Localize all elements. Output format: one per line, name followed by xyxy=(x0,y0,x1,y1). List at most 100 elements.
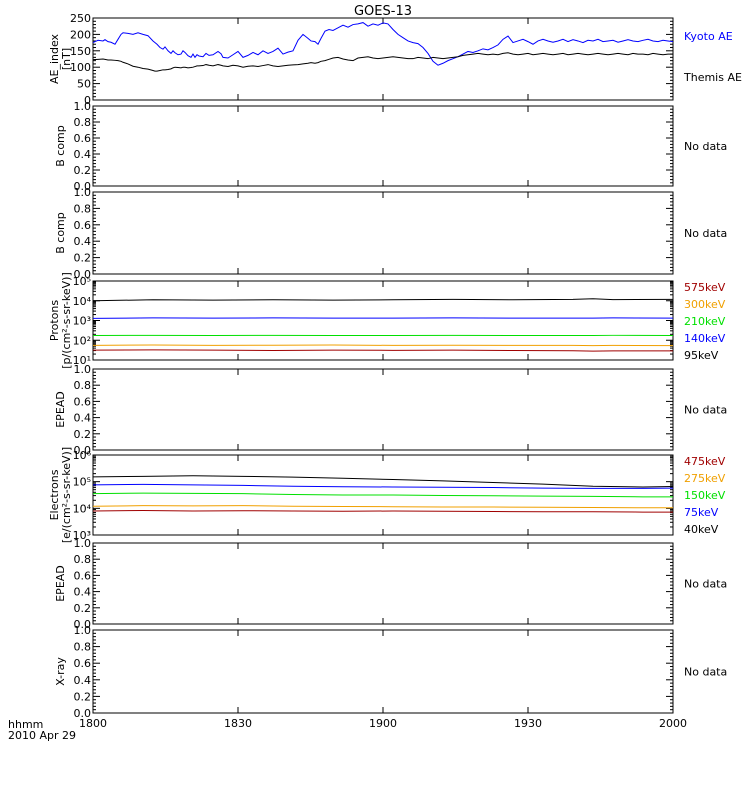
panel-ae: 0 50 100 150 200 250 AE_index[nT] Kyoto AE Themi… xyxy=(48,12,742,107)
electrons-ylabel-line: [e/(cm²-s-sr-keV)] xyxy=(60,447,73,543)
protons-legend-95kev: 95keV xyxy=(684,349,719,362)
ae-frame xyxy=(92,17,674,101)
epead1-no-data-note: No data xyxy=(684,404,727,417)
protons-ytick-label: 10¹ xyxy=(73,354,91,367)
panel-epead2: 0.0 0.2 0.4 0.6 0.8 1.0 EPEAD No data xyxy=(54,537,727,631)
epead2-frame xyxy=(92,542,674,625)
panel-bcomp2: 0.0 0.2 0.4 0.6 0.8 1.0 B comp No data xyxy=(54,186,727,281)
electrons-legend-475kev: 475keV xyxy=(684,455,726,468)
bcomp2-ytick-label: 0.4 xyxy=(74,235,92,248)
electrons-ytick-label: 10⁶ xyxy=(73,449,92,462)
epead2-ylabel-line: EPEAD xyxy=(54,565,67,602)
ae-ytick-label: 250 xyxy=(70,12,91,25)
xray-no-data-note: No data xyxy=(684,666,727,679)
legend-kyoto-ae: Kyoto AE xyxy=(684,30,733,43)
electrons-series-475kev xyxy=(92,509,673,513)
protons-series-300kev xyxy=(92,344,674,347)
panel-epead1: 0.0 0.2 0.4 0.6 0.8 1.0 EPEAD No data xyxy=(54,363,727,457)
protons-series-95kev xyxy=(92,298,674,302)
protons-ylabel: Protons[p/(cm²-s-sr-keV)] xyxy=(48,272,73,369)
electrons-series-40kev xyxy=(92,475,674,488)
panel-bcomp1: 0.0 0.2 0.4 0.6 0.8 1.0 B comp No data xyxy=(54,100,727,193)
epead2-ylabel: EPEAD xyxy=(54,565,67,602)
xray-ylabel: X-ray xyxy=(54,657,67,686)
epead2-ytick-label: 0.0 xyxy=(74,618,92,631)
ae-ytick-label: 150 xyxy=(70,45,91,58)
time-tick-label: 2000 xyxy=(659,717,687,730)
bcomp2-no-data-note: No data xyxy=(684,227,727,240)
epead2-ytick-label: 0.8 xyxy=(74,553,92,566)
protons-legend-210kev: 210keV xyxy=(684,315,726,328)
electrons-series-275kev xyxy=(92,505,673,509)
epead1-ylabel: EPEAD xyxy=(54,391,67,428)
xray-ylabel-line: X-ray xyxy=(54,657,67,686)
xray-ytick-label: 0.0 xyxy=(74,707,92,720)
protons-legend-140kev: 140keV xyxy=(684,332,726,345)
ae-ytick-label: 50 xyxy=(77,78,91,91)
bcomp1-ytick-label: 0.6 xyxy=(74,132,92,145)
panel-xray: 0.0 0.2 0.4 0.6 0.8 1.0 X-ray No data xyxy=(54,624,727,720)
bcomp2-ytick-label: 0.2 xyxy=(74,252,92,265)
date-label: 2010 Apr 29 xyxy=(8,729,76,742)
panels-group: 0 50 100 150 200 250 AE_index[nT] Kyoto AE Themi… xyxy=(48,12,742,720)
bcomp2-ytick-label: 0.0 xyxy=(74,268,92,281)
xray-ytick-label: 0.6 xyxy=(74,657,92,670)
xray-ytick-label: 0.4 xyxy=(74,674,92,687)
ae-ylabel-line: [nT] xyxy=(60,48,73,70)
protons-ylabel-line: Protons xyxy=(48,300,61,341)
bcomp2-ylabel: B comp xyxy=(54,212,67,254)
time-tick-label: 1800 xyxy=(79,717,107,730)
electrons-ytick-label: 10⁴ xyxy=(73,502,92,515)
epead1-ytick-label: 0.0 xyxy=(74,444,92,457)
epead1-frame xyxy=(92,368,674,451)
electrons-legend-150kev: 150keV xyxy=(684,489,726,502)
epead2-no-data-note: No data xyxy=(684,578,727,591)
xray-frame xyxy=(92,629,674,714)
bcomp1-ytick-label: 0.8 xyxy=(74,116,92,129)
epead1-ytick-label: 1.0 xyxy=(74,363,92,376)
epead1-ytick-label: 0.6 xyxy=(74,395,92,408)
epead2-ytick-label: 0.2 xyxy=(74,602,92,615)
ae-ylabel: AE_index[nT] xyxy=(48,33,73,84)
bcomp2-ylabel-line: B comp xyxy=(54,212,67,254)
protons-legend-300kev: 300keV xyxy=(684,298,726,311)
ae-ytick-label: 100 xyxy=(70,61,91,74)
time-format-label: hhmm xyxy=(8,718,43,731)
ae-ytick-label: 0 xyxy=(84,94,91,107)
electrons-legend-275kev: 275keV xyxy=(684,472,726,485)
time-axis: 1800 1830 1900 1930 2000 xyxy=(79,717,687,730)
time-tick-label: 1930 xyxy=(514,717,542,730)
bcomp1-frame xyxy=(92,105,674,187)
protons-legend-575kev: 575keV xyxy=(684,281,726,294)
protons-ytick-label: 10⁵ xyxy=(73,275,91,288)
ae-series-kyoto-ae xyxy=(92,22,674,66)
epead1-ytick-label: 0.2 xyxy=(74,428,92,441)
epead2-ytick-label: 0.4 xyxy=(74,586,92,599)
protons-ytick-label: 10² xyxy=(73,334,91,347)
electrons-ytick-label: 10³ xyxy=(73,529,91,542)
xray-ytick-label: 1.0 xyxy=(74,624,92,637)
bcomp1-no-data-note: No data xyxy=(684,140,727,153)
protons-series-575kev xyxy=(92,349,673,352)
bcomp2-ytick-label: 0.8 xyxy=(74,202,92,215)
plot-title: GOES-13 xyxy=(354,4,412,19)
time-tick-label: 1830 xyxy=(224,717,252,730)
ae-ytick-label: 200 xyxy=(70,28,91,41)
bcomp1-ylabel: B comp xyxy=(54,125,67,167)
bcomp1-ytick-label: 1.0 xyxy=(74,100,92,113)
electrons-ylabel: Electrons[e/(cm²-s-sr-keV)] xyxy=(48,447,73,543)
panel-protons: 10¹10²10³10⁴10⁵Protons[p/(cm²-s-sr-keV)]… xyxy=(48,272,726,369)
epead1-ytick-label: 0.4 xyxy=(74,412,92,425)
bcomp1-ylabel-line: B comp xyxy=(54,125,67,167)
bcomp1-ytick-label: 0.4 xyxy=(74,148,92,161)
bcomp1-ytick-label: 0.2 xyxy=(74,164,92,177)
epead1-ylabel-line: EPEAD xyxy=(54,391,67,428)
electrons-legend-40kev: 40keV xyxy=(684,523,719,536)
electrons-ylabel-line: Electrons xyxy=(48,469,61,520)
epead1-ytick-label: 0.8 xyxy=(74,379,92,392)
electrons-series-150kev xyxy=(92,492,673,498)
epead2-ytick-label: 0.6 xyxy=(74,569,92,582)
protons-ytick-label: 10⁴ xyxy=(73,295,92,308)
